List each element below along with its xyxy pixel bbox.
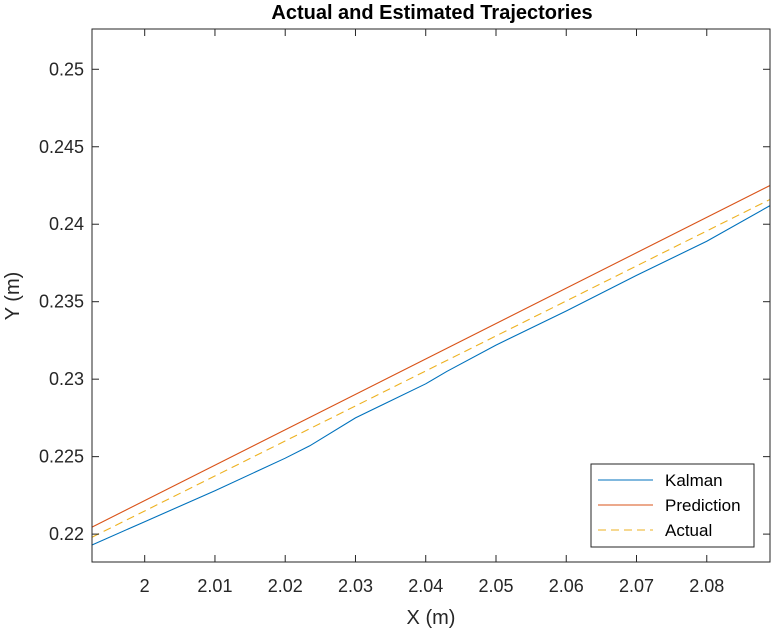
x-tick-label: 2.06 [549,576,584,596]
y-tick-label: 0.25 [49,59,84,79]
series-line-prediction [91,184,771,528]
y-axis-label: Y (m) [2,272,24,321]
legend-label-kalman: Kalman [665,471,723,490]
x-tick-label: 2.01 [197,576,232,596]
x-tick-label: 2.08 [689,576,724,596]
x-tick-label: 2.02 [268,576,303,596]
x-tick-label: 2.04 [408,576,443,596]
axis-ticks: 2 2.01 2.02 2.03 2.04 2.05 2.06 2.07 2.08 0.22 0.2… [39,29,770,596]
legend-label-actual: Actual [665,521,712,540]
x-tick-label: 2 [140,576,150,596]
y-tick-label: 0.235 [39,292,84,312]
y-tick-label: 0.22 [49,524,84,544]
chart-title: Actual and Estimated Trajectories [271,2,592,24]
x-axis-label: X (m) [407,607,456,629]
axes-box [91,28,771,563]
y-tick-label: 0.23 [49,369,84,389]
legend: Kalman Prediction Actual [590,463,755,548]
x-tick-label: 2.05 [478,576,513,596]
legend-label-prediction: Prediction [665,496,741,515]
y-tick-label: 0.225 [39,447,84,467]
series-line-kalman [91,205,771,546]
x-tick-label: 2.03 [338,576,373,596]
y-tick-label: 0.24 [49,214,84,234]
x-tick-label: 2.07 [619,576,654,596]
plot-area [91,184,771,546]
y-tick-label: 0.245 [39,137,84,157]
series-line-actual [91,198,771,538]
